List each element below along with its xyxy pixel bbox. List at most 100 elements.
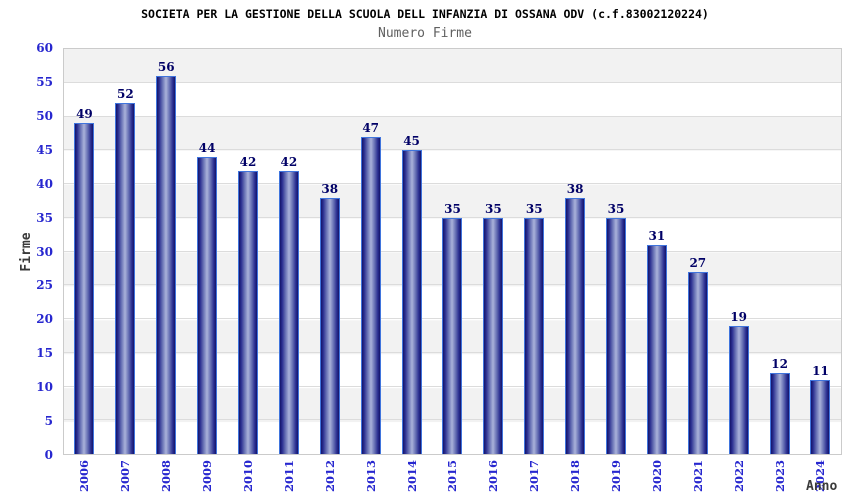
- gridline: [64, 183, 841, 185]
- x-axis-tick-label: 2006: [77, 460, 92, 493]
- bar-2011: 42: [278, 155, 299, 454]
- bar-group: 27 2021: [677, 49, 718, 492]
- bar-value-label: 35: [525, 201, 543, 216]
- bar-value-label: 27: [689, 255, 707, 270]
- bar-group: 52 2007: [105, 49, 146, 492]
- x-axis-tick-label: 2013: [363, 460, 378, 493]
- bar-2008: 56: [156, 60, 177, 454]
- y-axis-tick-label: 5: [44, 414, 53, 429]
- bar-2017: 35: [524, 202, 545, 454]
- bar-2010: 42: [238, 155, 258, 454]
- x-axis-tick-label: 2012: [322, 460, 337, 493]
- bar-2024: 11: [810, 364, 831, 454]
- bar-value-label: 35: [607, 201, 625, 216]
- x-axis-tick-label: 2008: [159, 460, 174, 493]
- y-axis-tick-label: 35: [36, 210, 53, 225]
- bar-group: 35 2016: [473, 49, 514, 492]
- bar-value-label: 38: [566, 181, 584, 196]
- chart-subtitle: Numero Firme: [378, 26, 472, 41]
- y-axis-tick-label: 30: [36, 244, 53, 259]
- y-axis-tick-label: 0: [44, 448, 53, 462]
- bar-group: 38 2012: [309, 49, 350, 492]
- bar-group: 56 2008: [146, 49, 187, 492]
- gridline: [64, 81, 841, 83]
- x-axis-tick-label: 2023: [772, 460, 787, 493]
- x-axis-tick-label: 2011: [281, 460, 296, 493]
- bar-2013: 47: [360, 121, 381, 454]
- y-axis-tick-label: 45: [36, 142, 53, 157]
- bar-group: 35 2015: [432, 49, 473, 492]
- bar-2023: 12: [769, 357, 790, 454]
- bar-value-label: 31: [648, 228, 666, 243]
- bar-value-label: 42: [239, 154, 257, 169]
- bar-value-label: 42: [280, 154, 298, 169]
- bar-value-label: 56: [157, 60, 175, 74]
- gridline: [64, 216, 841, 218]
- x-axis-tick-label: 2014: [404, 460, 419, 493]
- y-axis-tick-label: 50: [36, 108, 53, 123]
- bar-2019: 35: [606, 202, 627, 454]
- x-axis-tick-label: 2021: [690, 460, 705, 493]
- bar-2014: 45: [401, 134, 422, 454]
- x-axis-tick-label: 2022: [731, 460, 746, 493]
- bar-group: 31 2020: [636, 49, 677, 492]
- x-axis-tick-label: 2020: [649, 460, 664, 493]
- gridline: [64, 149, 841, 151]
- gridline: [64, 115, 841, 117]
- bar-value-label: 35: [484, 201, 502, 216]
- x-axis-tick-label: 2019: [609, 460, 624, 493]
- chart-title: SOCIETA PER LA GESTIONE DELLA SCUOLA DEL…: [141, 7, 709, 21]
- bar-2015: 35: [442, 202, 463, 454]
- bar-2021: 27: [687, 256, 708, 454]
- bar-2018: 38: [565, 182, 586, 454]
- y-axis-tick-label: 10: [36, 380, 53, 395]
- y-axis-tick-label: 25: [36, 278, 53, 293]
- bar-2020: 31: [646, 229, 667, 454]
- bar-group: 38 2018: [555, 49, 596, 492]
- bar-group: 45 2014: [391, 49, 432, 492]
- x-axis-tick-label: 2015: [445, 460, 460, 493]
- y-axis-tick-label: 60: [36, 41, 53, 55]
- bar-group: 11 2024: [800, 49, 841, 492]
- y-axis-labels: 0 5 10 15 20 25 30 35 40 45 50 55 60: [0, 41, 57, 462]
- bar-value-label: 12: [771, 357, 788, 371]
- x-axis-title: Anno: [806, 479, 838, 494]
- bar-2006: 49: [74, 107, 95, 454]
- bar-value-label: 49: [76, 107, 93, 122]
- y-axis-tick-label: 40: [36, 176, 53, 191]
- bar-group: 44 2009: [187, 49, 228, 492]
- x-axis-tick-label: 2009: [200, 460, 215, 493]
- bar-value-label: 11: [812, 363, 829, 378]
- bar-value-label: 38: [321, 181, 339, 196]
- bar-2012: 38: [319, 182, 340, 454]
- x-axis-tick-label: 2010: [241, 460, 255, 493]
- bar-value-label: 44: [198, 141, 216, 155]
- bar-group: 35 2019: [596, 49, 637, 492]
- bar-group: 19 2022: [718, 49, 759, 492]
- bar-2009: 44: [197, 141, 218, 454]
- y-axis-tick-label: 15: [36, 346, 53, 361]
- bar-value-label: 47: [362, 120, 380, 135]
- y-axis-tick-label: 55: [36, 74, 53, 89]
- x-axis-tick-label: 2016: [486, 460, 501, 493]
- y-axis-tick-label: 20: [36, 312, 53, 327]
- bar-group: 12 2023: [759, 49, 800, 492]
- bar-group: 35 2017: [514, 49, 555, 492]
- bar-2022: 19: [728, 310, 749, 454]
- bar-value-label: 19: [730, 309, 748, 324]
- x-axis-tick-label: 2018: [568, 460, 583, 493]
- plot-area: 49 2006 52 2007 56 2008 44 2009 42 2010 42 2011 38 20…: [63, 48, 842, 492]
- bar-value-label: 35: [444, 201, 461, 216]
- x-axis-tick-label: 2007: [118, 460, 133, 493]
- bar-group: 49 2006: [64, 49, 105, 492]
- bar-value-label: 45: [403, 134, 420, 149]
- bar-2016: 35: [483, 202, 504, 454]
- bar-2007: 52: [115, 87, 136, 454]
- bar-group: 42 2010: [228, 49, 269, 492]
- bars-layer: 49 2006 52 2007 56 2008 44 2009 42 2010 42 2011 38 20…: [64, 49, 841, 492]
- bar-group: 47 2013: [350, 49, 391, 492]
- bar-group: 42 2011: [268, 49, 309, 492]
- bar-value-label: 52: [116, 87, 134, 101]
- x-axis-tick-label: 2017: [527, 460, 542, 493]
